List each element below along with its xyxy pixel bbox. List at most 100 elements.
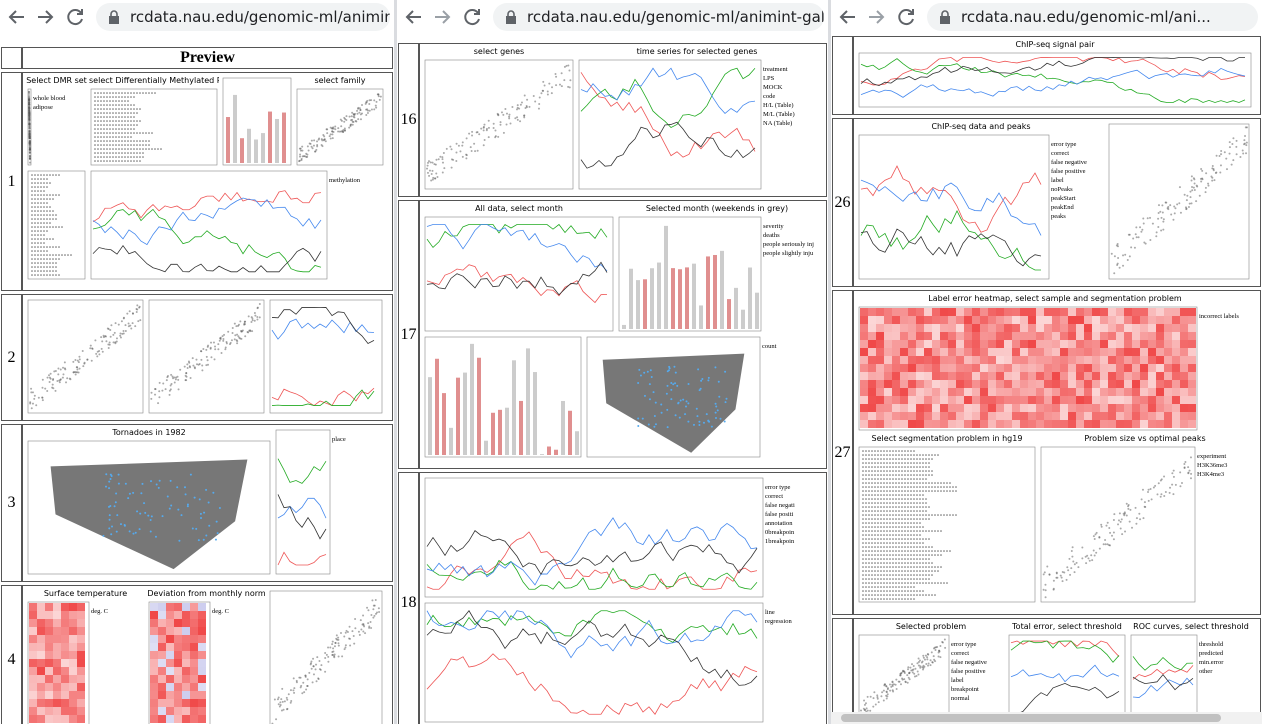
bar <box>720 250 724 329</box>
chart-thumbnail[interactable]: Select DMR set whole blood adipose <box>26 76 87 167</box>
forward-button[interactable] <box>869 10 885 24</box>
back-button[interactable] <box>405 10 421 24</box>
cell <box>1180 340 1188 348</box>
point <box>931 514 933 516</box>
cell <box>29 675 37 683</box>
line <box>1010 682 1120 715</box>
bar <box>233 94 237 163</box>
back-button[interactable] <box>839 10 855 24</box>
chart-thumbnail[interactable] <box>423 335 583 459</box>
chart-thumbnail[interactable]: Tornadoes in 1982 <box>26 428 272 576</box>
chart-thumbnail[interactable]: Problem size vs optimal peaks experiment H… <box>1039 434 1251 604</box>
point <box>1172 493 1175 496</box>
point <box>94 96 96 98</box>
chart-thumbnail[interactable]: Selected month (weekends in grey) severit… <box>617 204 817 333</box>
chart-thumbnail[interactable]: Selected problem error type correct false n… <box>857 622 1005 722</box>
chart-thumbnail[interactable] <box>268 298 384 415</box>
point <box>28 114 31 117</box>
point <box>880 522 882 524</box>
chart-thumbnail[interactable]: methylation <box>89 169 383 281</box>
point <box>154 393 157 396</box>
cell <box>29 691 37 699</box>
cell <box>876 380 884 388</box>
cell <box>916 420 924 428</box>
point <box>1065 578 1068 581</box>
chart-thumbnail[interactable]: line regression <box>423 601 819 724</box>
chart-thumbnail[interactable]: select genes <box>423 47 575 191</box>
reload-button[interactable] <box>464 9 480 26</box>
chart-thumbnail[interactable]: ChIP-seq data and peaks error type correct… <box>857 122 1105 281</box>
point <box>370 99 373 102</box>
point <box>898 510 900 512</box>
chart-thumbnail[interactable]: select Differentially Methylated Region <box>89 76 219 167</box>
point <box>118 92 120 94</box>
chart-thumbnail[interactable]: time series for selected genes treatment L… <box>577 47 817 191</box>
forward-button[interactable] <box>435 10 451 24</box>
bar <box>629 268 633 329</box>
chart-thumbnail[interactable]: error type correct false negati false posit… <box>423 476 819 599</box>
address-bar[interactable]: rcdata.nau.edu/genomic-ml/animint-gal <box>493 3 824 31</box>
point <box>1144 505 1147 508</box>
plot-frame <box>222 77 292 166</box>
point <box>216 532 219 535</box>
point <box>877 582 879 584</box>
point <box>862 542 864 544</box>
chart-thumbnail[interactable]: Select segmentation problem in hg19 <box>857 434 1037 604</box>
cell <box>1124 388 1132 396</box>
chart-thumbnail[interactable] <box>26 169 87 281</box>
chart-thumbnail[interactable]: ChIP-seq signal pair <box>857 40 1253 109</box>
cell <box>972 340 980 348</box>
point <box>124 128 126 130</box>
chart-thumbnail[interactable] <box>1107 122 1251 281</box>
address-bar[interactable]: rcdata.nau.edu/genomic-ml/ani... <box>927 3 1258 31</box>
point <box>37 202 39 204</box>
chart-thumbnail[interactable]: Label error heatmap, select sample and s… <box>857 294 1253 432</box>
point <box>218 339 221 342</box>
point <box>916 590 918 592</box>
chart-thumbnail[interactable] <box>221 76 293 167</box>
cell <box>956 348 964 356</box>
chart-thumbnail[interactable] <box>268 589 384 724</box>
point <box>312 665 315 668</box>
chart-thumbnail[interactable]: Total error, select threshold <box>1007 622 1127 722</box>
point <box>1102 543 1105 546</box>
point <box>913 470 915 472</box>
point <box>249 330 252 333</box>
chart-thumbnail[interactable]: All data, select month <box>423 204 615 333</box>
point <box>1085 562 1088 565</box>
point <box>97 152 99 154</box>
point <box>904 550 906 552</box>
cell <box>198 651 206 659</box>
point <box>922 554 924 556</box>
cell <box>77 635 85 643</box>
cell <box>53 707 61 715</box>
chart-thumbnail[interactable]: ROC curves, select threshold threshold pre… <box>1129 622 1253 722</box>
point <box>943 482 945 484</box>
point <box>1183 462 1186 465</box>
point <box>904 470 906 472</box>
chart-thumbnail[interactable]: Surface temperature deg. C <box>26 589 145 724</box>
point <box>877 546 879 548</box>
reload-button[interactable] <box>67 9 83 26</box>
point <box>178 539 181 542</box>
point <box>925 538 927 540</box>
chart-thumbnail[interactable] <box>147 298 266 415</box>
point <box>133 148 135 150</box>
chart-thumbnail[interactable]: count <box>585 335 816 459</box>
chart-thumbnail[interactable]: place <box>274 428 386 576</box>
chart-thumbnail[interactable] <box>26 298 145 415</box>
address-bar[interactable]: rcdata.nau.edu/genomic-ml/animint- <box>96 3 390 31</box>
point <box>1142 217 1145 220</box>
chart-thumbnail[interactable]: Deviation from monthly norm deg. C <box>147 589 266 724</box>
point <box>106 112 108 114</box>
back-button[interactable] <box>8 10 24 24</box>
forward-button[interactable] <box>38 10 54 24</box>
cell <box>158 699 166 707</box>
reload-button[interactable] <box>898 9 914 26</box>
point <box>892 542 894 544</box>
chart-thumbnail[interactable]: select family <box>295 76 385 167</box>
point <box>40 230 42 232</box>
point <box>880 594 882 596</box>
point <box>882 699 885 702</box>
scrollbar-thumb[interactable] <box>841 714 1221 722</box>
